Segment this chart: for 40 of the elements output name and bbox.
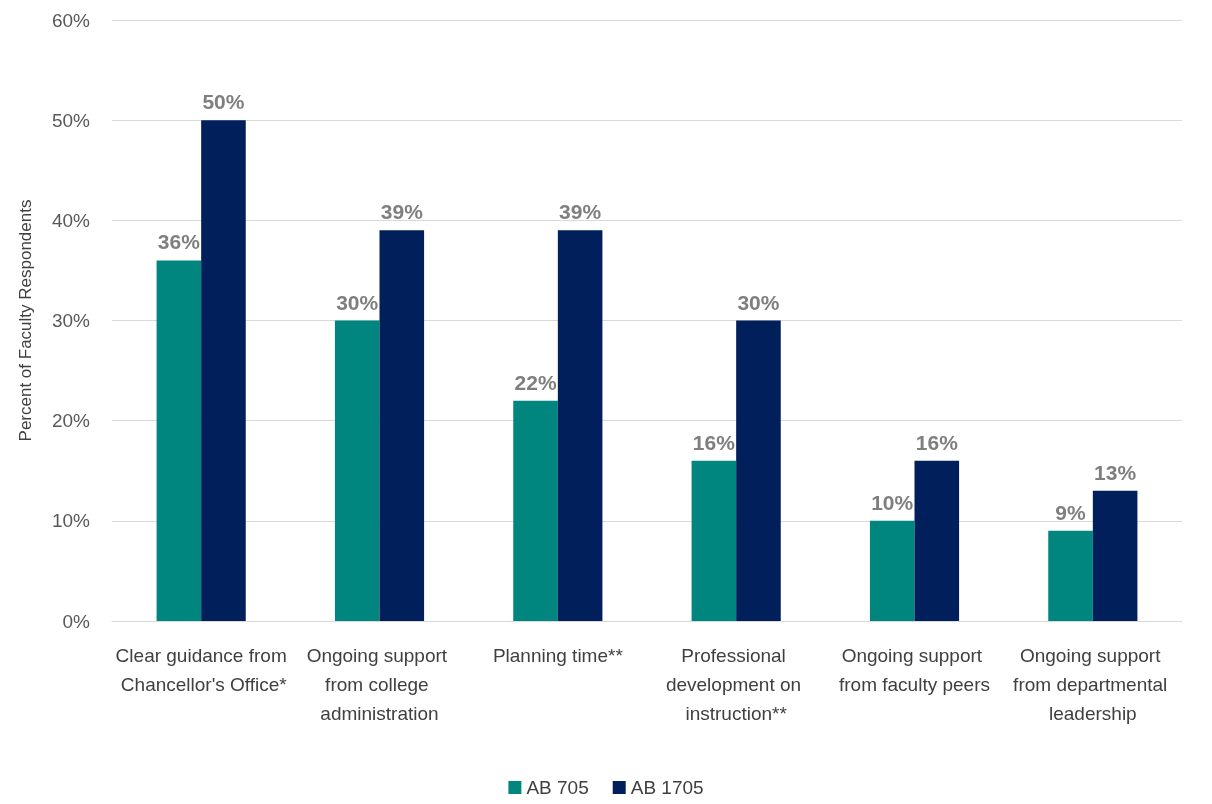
x-tick-label: Clear guidance from Chancellor's Office* [115,645,288,695]
y-axis-title: Percent of Faculty Respondents [16,199,35,442]
data-label: 39% [380,200,424,224]
y-tick-label: 10% [51,510,91,532]
data-label: 36% [157,230,201,254]
y-tick-label: 60% [51,9,91,31]
bar [156,260,202,621]
bar [736,320,781,621]
bar [201,120,246,621]
y-tick-label: 40% [51,209,91,231]
bar [557,230,603,621]
data-label: 39% [559,200,602,224]
x-tick-label: Ongoing support from faculty peers [839,645,990,695]
y-tick-label: 0% [62,610,91,632]
bar [1092,490,1138,621]
bar [379,230,425,621]
bar [513,400,558,621]
y-tick-label: 30% [51,310,91,331]
x-tick-label: Ongoing support from college administration [306,645,453,724]
bar [334,320,380,621]
data-label: 10% [871,490,914,514]
data-label: 16% [915,430,959,454]
legend-label: AB 705 [526,777,589,798]
data-label: 16% [692,430,736,454]
bar [1048,530,1093,621]
data-label: 30% [737,290,780,314]
bar [691,460,737,621]
bar [869,520,915,621]
data-label: 13% [1094,460,1137,484]
y-tick-label: 50% [51,109,91,131]
data-label: 50% [202,90,245,114]
data-label: 9% [1055,500,1087,524]
x-tick-label: Ongoing support from departmental leadership [1013,645,1173,724]
y-tick-label: 20% [51,410,91,432]
bar [914,460,960,621]
x-tick-label: Planning time** [492,645,624,666]
data-label: 30% [336,290,379,314]
x-tick-label: Professional development on instruction** [665,645,807,724]
data-label: 22% [514,370,557,394]
legend-label: AB 1705 [630,777,704,798]
